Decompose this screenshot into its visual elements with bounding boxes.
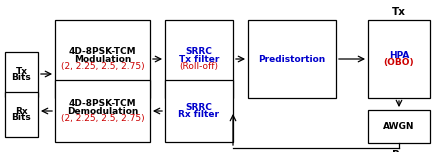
Bar [5,52,38,97]
Bar [5,92,38,137]
Bar [55,20,150,98]
Text: Demodulation: Demodulation [67,107,138,116]
Bar [165,80,233,142]
Bar [55,80,150,142]
Text: Tx filter: Tx filter [179,55,219,64]
Text: (2, 2.25, 2.5, 2.75): (2, 2.25, 2.5, 2.75) [61,62,144,71]
Bar [368,110,430,143]
Text: HPA: HPA [389,51,409,60]
Text: SRRC: SRRC [186,47,212,56]
Text: Bits: Bits [12,73,31,82]
Text: Modulation: Modulation [74,55,131,64]
Bar [368,20,430,98]
Bar [165,20,233,98]
Text: Predistortion: Predistortion [258,55,326,64]
Text: 4D-8PSK-TCM: 4D-8PSK-TCM [69,47,136,56]
Text: Rx filter: Rx filter [178,110,219,119]
Text: Rx: Rx [392,150,406,152]
Bar [248,20,336,98]
Text: Bits: Bits [12,113,31,122]
Text: Tx: Tx [15,67,28,76]
Text: Rx: Rx [15,107,28,116]
Text: (OBO): (OBO) [384,58,414,67]
Text: Tx: Tx [392,7,406,17]
Text: SRRC: SRRC [186,103,212,112]
Text: (2, 2.25, 2.5, 2.75): (2, 2.25, 2.5, 2.75) [61,114,144,123]
Text: 4D-8PSK-TCM: 4D-8PSK-TCM [69,99,136,108]
Text: AWGN: AWGN [383,122,415,131]
Text: (Roll-off): (Roll-off) [180,62,218,71]
